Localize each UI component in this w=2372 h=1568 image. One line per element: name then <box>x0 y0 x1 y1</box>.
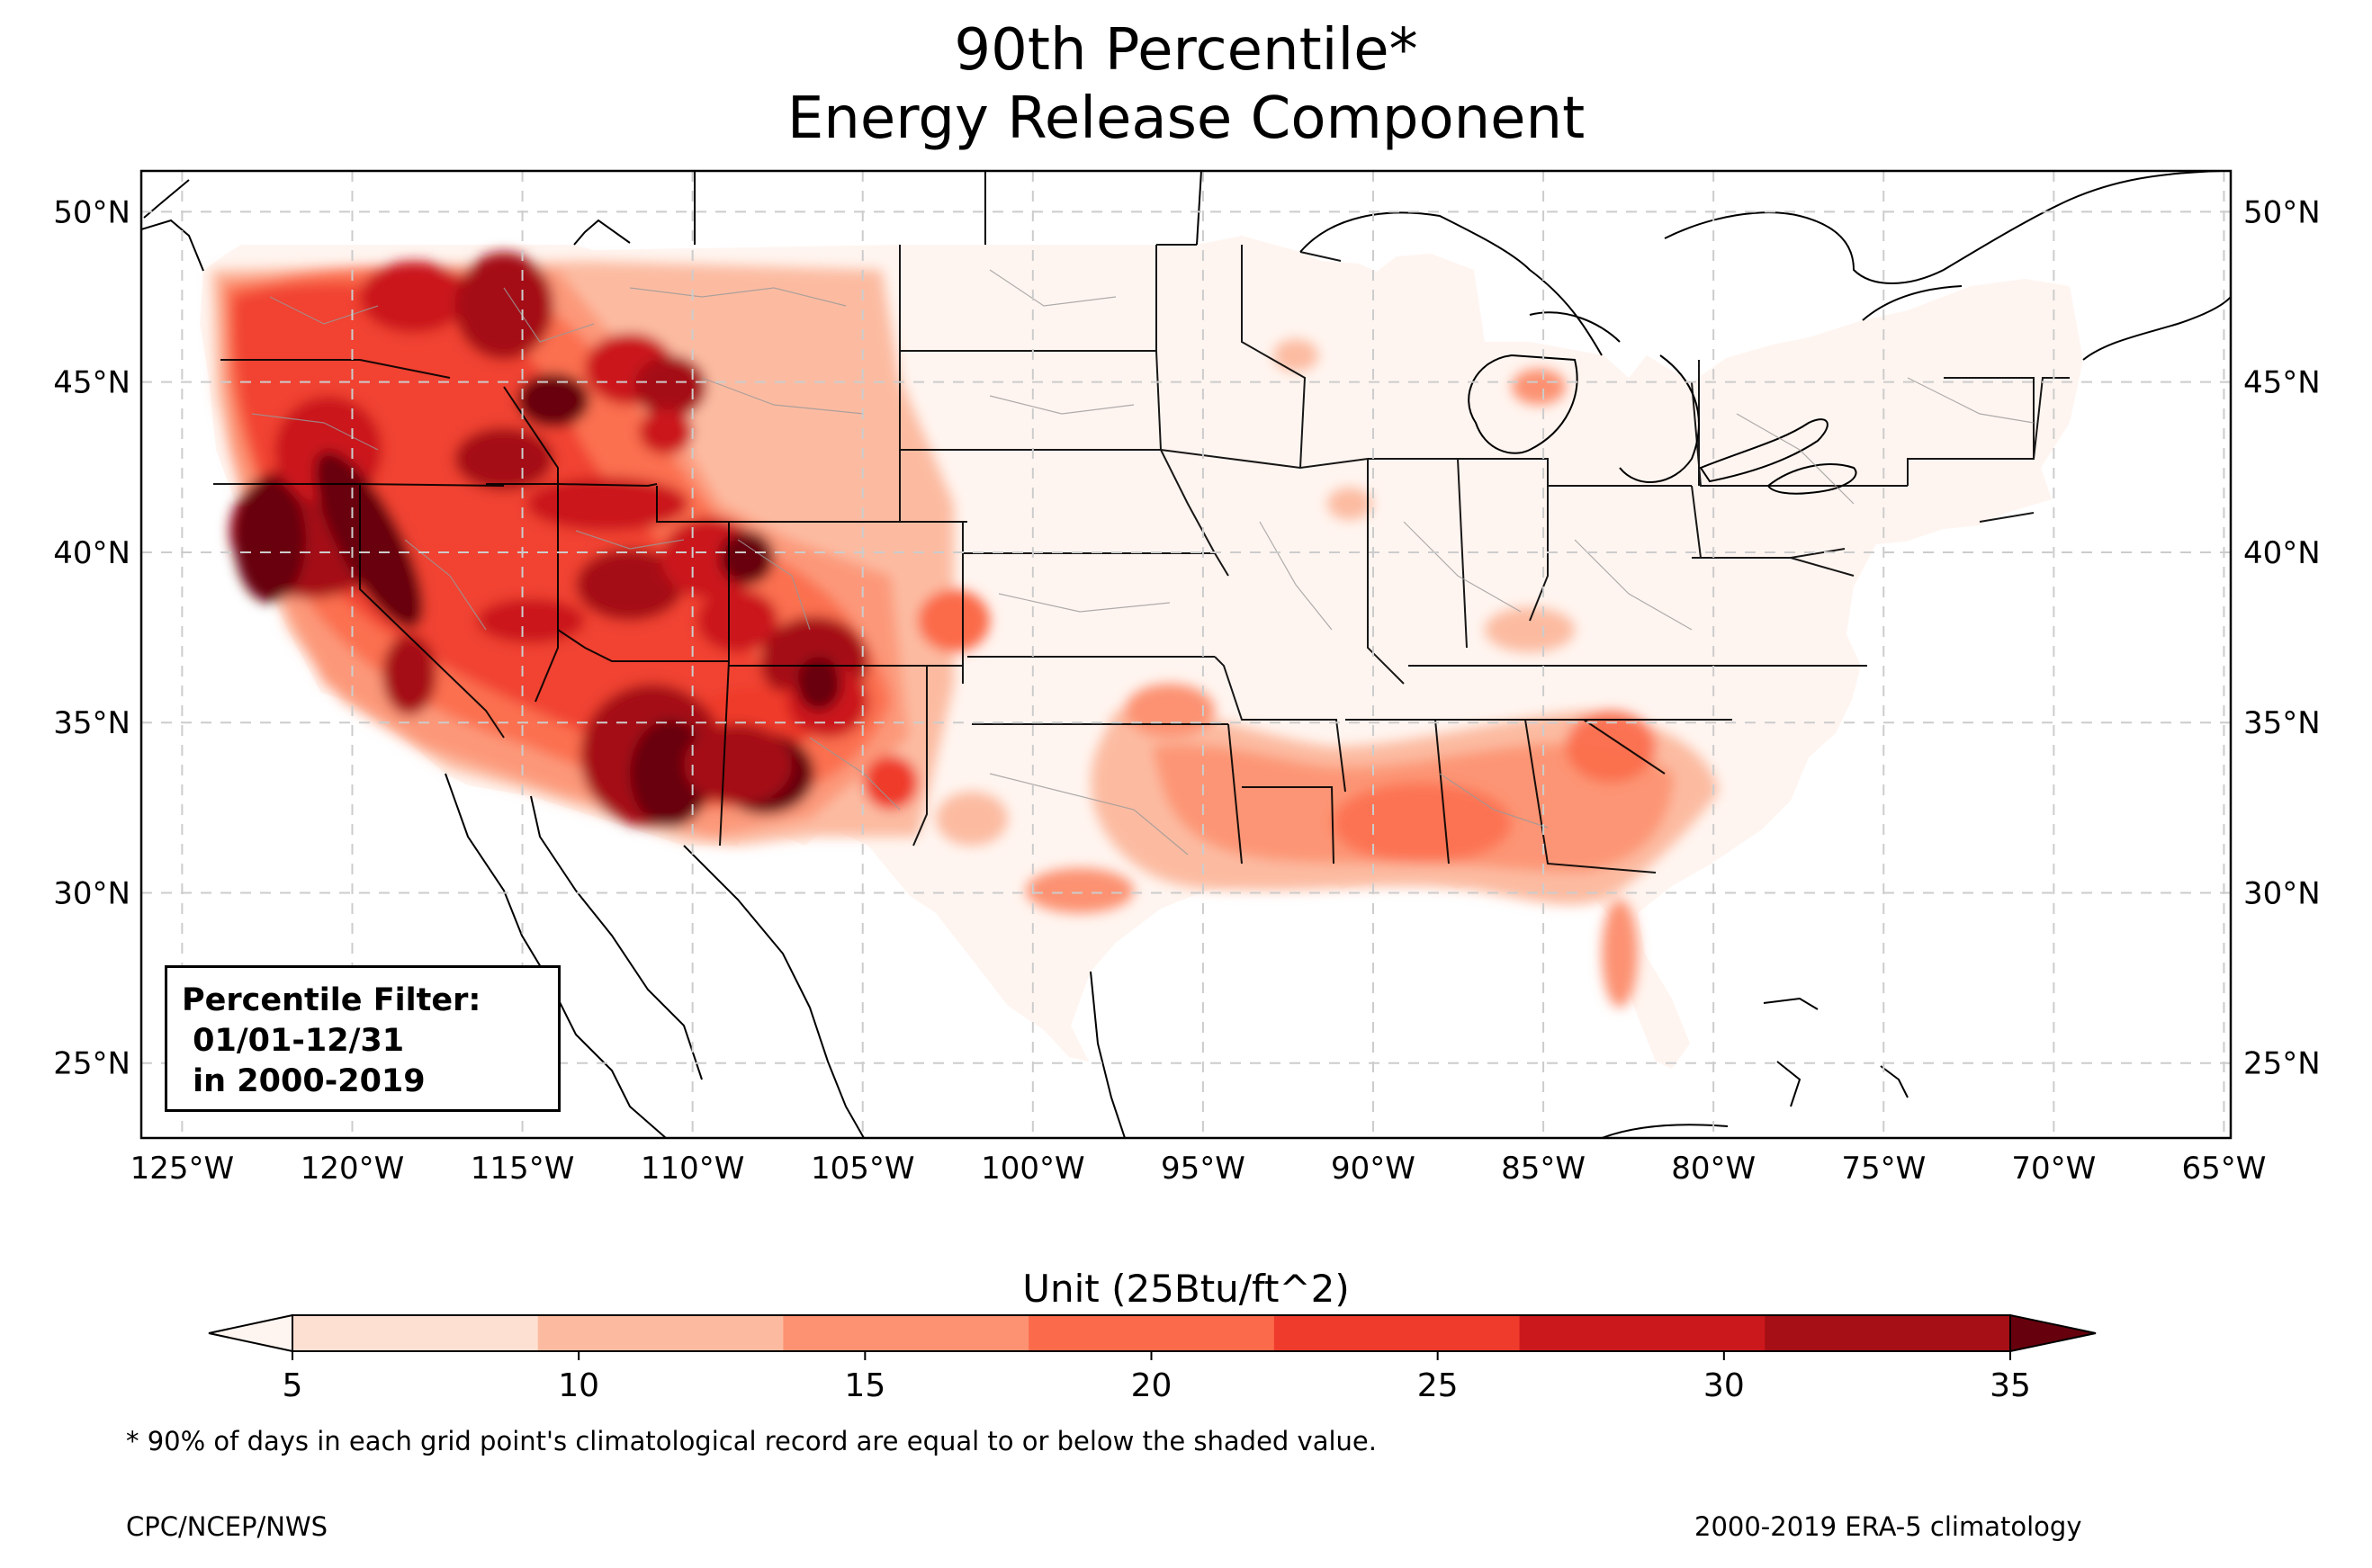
credit-left: CPC/NCEP/NWS <box>126 1511 328 1542</box>
colorbar-tick-label: 30 <box>1703 1367 1745 1404</box>
lon-label: 75°W <box>1841 1151 1926 1187</box>
lon-label: 110°W <box>641 1151 745 1187</box>
lon-label: 80°W <box>1671 1151 1756 1187</box>
coastlines <box>141 171 2231 1138</box>
lat-label: 30°N <box>2243 875 2321 911</box>
lat-label: 30°N <box>53 875 130 911</box>
lon-label: 95°W <box>1161 1151 1245 1187</box>
percentile-filter-box: Percentile Filter: 01/01-12/31 in 2000-2… <box>165 965 561 1112</box>
energy-release-shading <box>211 252 1719 1008</box>
map-title: 90th Percentile* Energy Release Componen… <box>0 16 2372 153</box>
lon-label: 70°W <box>2011 1151 2096 1187</box>
lat-labels-left: 50°N 45°N 40°N 35°N 30°N 25°N <box>53 194 130 1081</box>
lat-label: 40°N <box>53 535 130 571</box>
state-borders <box>213 244 2070 874</box>
filter-line-2: 01/01-12/31 <box>182 1023 405 1059</box>
lat-label: 50°N <box>53 194 130 230</box>
colorbar-tick-label: 15 <box>844 1367 885 1404</box>
lat-label: 35°N <box>2243 705 2321 741</box>
colorbar-tick-label: 10 <box>558 1367 599 1404</box>
colorbar-tick-label: 25 <box>1417 1367 1459 1404</box>
lon-label: 125°W <box>130 1151 235 1187</box>
colorbar-segment <box>1029 1315 1275 1351</box>
map-gridlines <box>141 171 2231 1138</box>
lon-label: 65°W <box>2181 1151 2266 1187</box>
colorbar-title: Unit (25Btu/ft^2) <box>1022 1267 1350 1311</box>
lat-label: 40°N <box>2243 535 2321 571</box>
colorbar: 5 10 15 20 25 30 35 <box>208 1313 2097 1404</box>
map-frame <box>139 169 2233 1140</box>
colorbar-segment <box>1273 1315 1521 1351</box>
lon-label: 90°W <box>1331 1151 1415 1187</box>
lon-label: 105°W <box>811 1151 915 1187</box>
colorbar-segment <box>783 1315 1029 1351</box>
lat-labels-right: 50°N 45°N 40°N 35°N 30°N 25°N <box>2243 194 2321 1081</box>
title-line-1: 90th Percentile* <box>954 17 1418 84</box>
colorbar-under-arrow <box>208 1313 293 1353</box>
lat-label: 50°N <box>2243 194 2321 230</box>
lat-label: 25°N <box>53 1046 130 1082</box>
footnote: * 90% of days in each grid point's clima… <box>126 1426 1377 1456</box>
filter-line-1: Percentile Filter: <box>182 982 481 1018</box>
colorbar-segment <box>292 1315 539 1351</box>
colorbar-segment <box>1519 1315 1766 1351</box>
lat-label: 25°N <box>2243 1046 2321 1082</box>
lat-label: 35°N <box>53 705 130 741</box>
title-line-2: Energy Release Component <box>786 85 1586 152</box>
colorbar-segment <box>1765 1315 2011 1351</box>
colorbar-over-arrow <box>2009 1313 2097 1353</box>
lon-label: 85°W <box>1501 1151 1586 1187</box>
colorbar-tick-label: 35 <box>1990 1367 2031 1404</box>
lon-label: 100°W <box>981 1151 1085 1187</box>
filter-line-3: in 2000-2019 <box>182 1063 426 1099</box>
lon-label: 120°W <box>301 1151 405 1187</box>
credit-right: 2000-2019 ERA-5 climatology <box>1694 1511 2082 1542</box>
colorbar-tick-label: 5 <box>283 1367 303 1404</box>
lon-label: 115°W <box>471 1151 575 1187</box>
colorbar-segment <box>537 1315 784 1351</box>
lat-label: 45°N <box>2243 365 2321 401</box>
lat-label: 45°N <box>53 365 130 401</box>
lon-labels: 125°W 120°W 115°W 110°W 105°W 100°W 95°W 90°W 85… <box>130 1151 2267 1187</box>
colorbar-tick-label: 20 <box>1131 1367 1173 1404</box>
